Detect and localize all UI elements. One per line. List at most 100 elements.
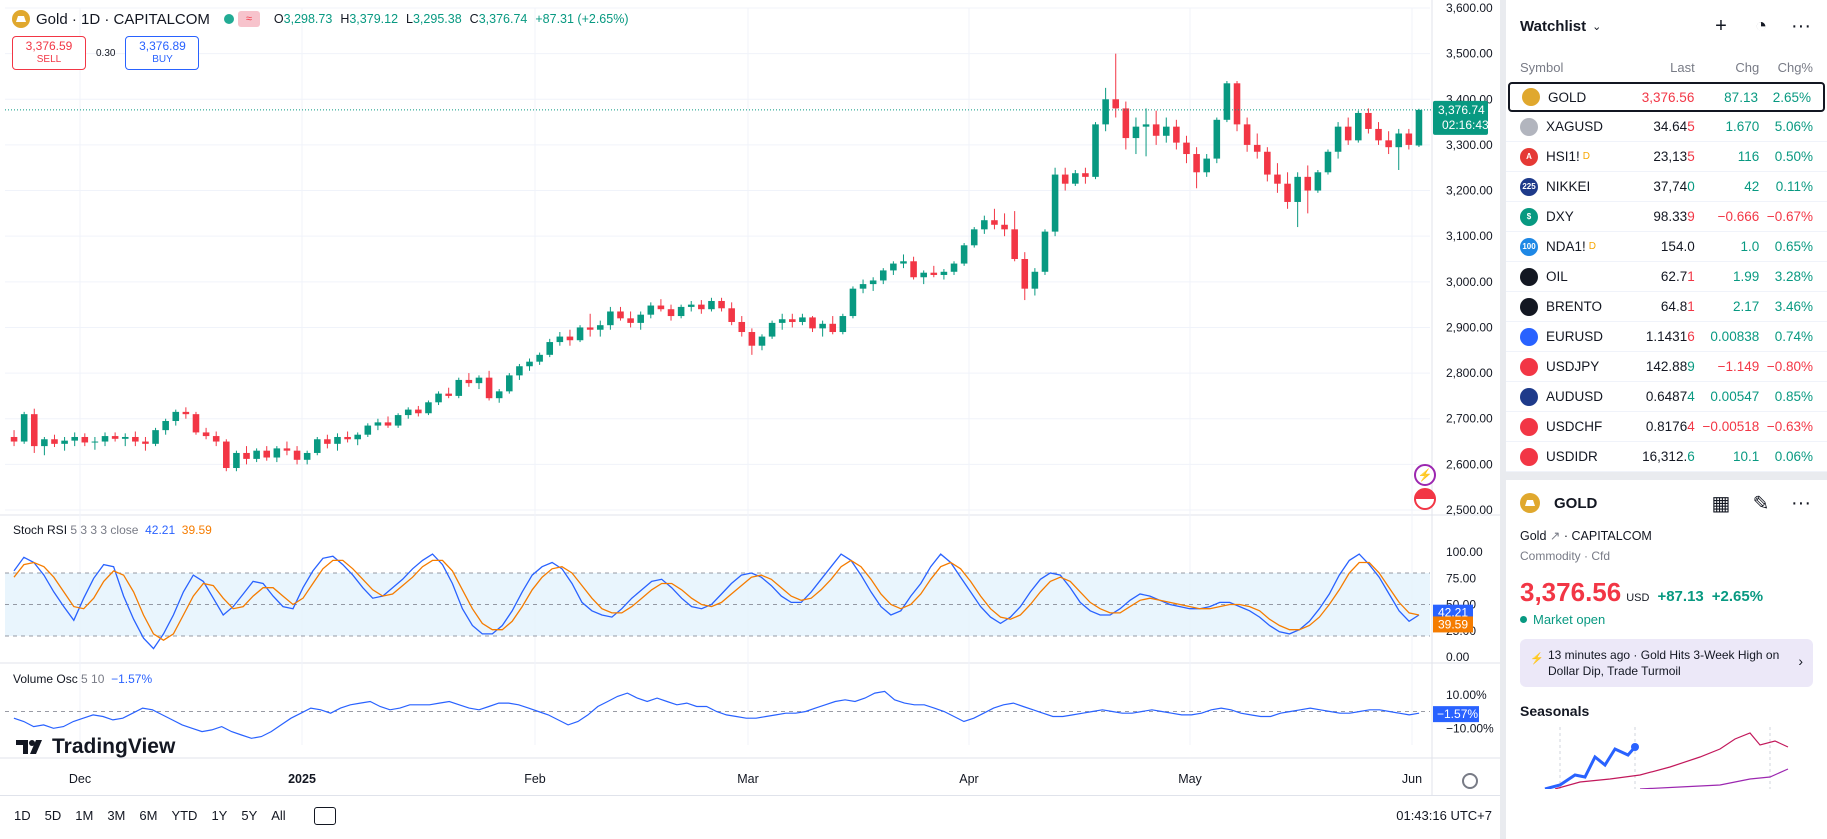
- details-category: Commodity · Cfd: [1520, 549, 1611, 563]
- chevron-down-icon[interactable]: ⌄: [1592, 20, 1602, 33]
- candle-body: [253, 450, 260, 459]
- candle: [71, 432, 78, 447]
- more-options-icon[interactable]: ···: [1791, 491, 1811, 514]
- candle-body: [425, 402, 432, 414]
- tf-6m[interactable]: 6M: [139, 808, 158, 823]
- tf-3m[interactable]: 3M: [107, 808, 126, 823]
- candle: [940, 269, 948, 280]
- candle-body: [182, 411, 190, 415]
- candle-body: [1142, 124, 1150, 127]
- col-symbol[interactable]: Symbol: [1520, 59, 1564, 75]
- watchlist-row-xagusd[interactable]: XAGUSD 34.645 1.670 5.06%: [1506, 112, 1827, 142]
- stoch-d-badge: [1433, 616, 1473, 633]
- watchlist-row-gold[interactable]: GOLD 3,376.56 87.13 2.65%: [1508, 82, 1825, 112]
- watchlist-row-brento[interactable]: BRENTO 64.81 2.17 3.46%: [1506, 292, 1827, 322]
- candle-body: [162, 421, 169, 431]
- candle: [819, 320, 826, 337]
- buy-button[interactable]: 3,376.89 BUY: [125, 36, 200, 70]
- candle-body: [495, 391, 503, 399]
- candle: [586, 313, 594, 337]
- settings-gear-icon[interactable]: [1462, 773, 1478, 789]
- candle-body: [839, 316, 847, 333]
- details-symbol[interactable]: GOLD: [1554, 494, 1598, 512]
- pie-chart-icon[interactable]: ◔: [1754, 14, 1768, 37]
- candle-body: [1072, 173, 1079, 184]
- candle-body: [273, 448, 281, 458]
- add-symbol-icon[interactable]: +: [1715, 14, 1727, 37]
- candle: [829, 316, 837, 335]
- col-chg-pct[interactable]: Chg%: [1777, 59, 1813, 75]
- price-tick-label: 2,900.00: [1446, 320, 1493, 334]
- candle: [981, 215, 988, 234]
- candle-body: [1213, 119, 1221, 159]
- stoch-tick-label: 100.00: [1446, 545, 1483, 559]
- watchlist-row-usdjpy[interactable]: USDJPY 142.889 −1.149 −0.80%: [1506, 352, 1827, 382]
- us-flag-event-icon[interactable]: [1414, 488, 1436, 510]
- candle-body: [1304, 176, 1312, 191]
- watchlist-title[interactable]: Watchlist: [1520, 17, 1587, 35]
- candle: [758, 334, 766, 351]
- watchlist-row-hsi1[interactable]: A HSI1! D 23,135 116 0.50%: [1506, 142, 1827, 172]
- seasonal-line-prev: [1554, 732, 1789, 790]
- volume-osc-legend[interactable]: Volume Osc 5 10 −1.57%: [13, 672, 153, 686]
- candle-body: [546, 342, 554, 355]
- seasonals-title[interactable]: Seasonals: [1520, 703, 1590, 719]
- stoch-rsi-legend[interactable]: Stoch RSI 5 3 3 3 close 42.21 39.59: [13, 523, 212, 537]
- symbol-logo-icon: 225: [1520, 177, 1538, 196]
- candle-body: [879, 270, 887, 281]
- chart-panel[interactable]: 3,600.00 3,500.00 3,400.00 3,300.00 3,200.00…: [0, 0, 1500, 839]
- candle-body: [677, 306, 685, 317]
- watchlist-row-nda1[interactable]: 100 NDA1! D 154.0 1.0 0.65%: [1506, 232, 1827, 262]
- edit-icon[interactable]: ✎: [1752, 492, 1770, 515]
- clock[interactable]: 01:43:16 UTC+7: [1396, 808, 1492, 823]
- tf-1d[interactable]: 1D: [14, 808, 31, 823]
- compare-range-icon[interactable]: [313, 806, 336, 825]
- candle-body: [657, 305, 665, 310]
- candle: [576, 325, 584, 343]
- tf-all[interactable]: All: [271, 808, 286, 823]
- candle: [1253, 133, 1261, 159]
- symbol-name: USDJPY: [1546, 359, 1600, 374]
- watchlist-row-nikkei[interactable]: 225 NIKKEI 37,740 42 0.11%: [1506, 172, 1827, 202]
- candle: [637, 311, 644, 330]
- lightning-icon[interactable]: ⚡: [1414, 464, 1436, 486]
- candle: [263, 446, 271, 461]
- candle: [1072, 170, 1079, 186]
- watchlist-row-oil[interactable]: OIL 62.71 1.99 3.28%: [1506, 262, 1827, 292]
- watchlist-row-usdchf[interactable]: USDCHF 0.81764 −0.00518 −0.63%: [1506, 412, 1827, 442]
- col-last[interactable]: Last: [1670, 59, 1695, 75]
- seasonal-current-dot: [1631, 743, 1639, 751]
- watchlist-row-dxy[interactable]: $ DXY 98.339 −0.666 −0.67%: [1506, 202, 1827, 232]
- candle-body: [1051, 174, 1059, 232]
- tf-5y[interactable]: 5Y: [241, 808, 258, 823]
- seasonals-chart[interactable]: [1520, 727, 1813, 791]
- tf-1m[interactable]: 1M: [75, 808, 94, 823]
- col-chg[interactable]: Chg: [1735, 59, 1760, 75]
- candle-body: [1324, 151, 1332, 173]
- last-price: 142.889: [1645, 359, 1695, 374]
- delay-flag-icon[interactable]: ≈: [237, 11, 260, 27]
- grid-view-icon[interactable]: ▦: [1711, 492, 1731, 515]
- candle-body: [1223, 83, 1231, 120]
- watchlist-row-eurusd[interactable]: EURUSD 1.14316 0.00838 0.74%: [1506, 322, 1827, 352]
- candle: [910, 256, 917, 280]
- tf-1y[interactable]: 1Y: [211, 808, 228, 823]
- sell-button[interactable]: 3,376.59 SELL: [12, 36, 86, 70]
- candle: [1001, 213, 1008, 237]
- chart-title[interactable]: Gold · 1D · CAPITALCOM: [36, 10, 210, 28]
- watchlist-row-usdidr[interactable]: USDIDR 16,312.6 10.1 0.06%: [1506, 442, 1827, 472]
- candle-body: [1314, 172, 1322, 191]
- candle: [384, 416, 392, 428]
- price-tick-label: 3,000.00: [1446, 275, 1493, 289]
- watchlist-row-audusd[interactable]: AUDUSD 0.64874 0.00547 0.85%: [1506, 382, 1827, 412]
- tf-ytd[interactable]: YTD: [171, 808, 198, 823]
- price-chart[interactable]: 3,600.003,500.003,400.003,300.003,200.00…: [0, 0, 1500, 839]
- candle-body: [1385, 140, 1392, 148]
- external-link-icon[interactable]: ↗: [1549, 529, 1561, 543]
- candle: [667, 304, 675, 321]
- candle: [1011, 211, 1018, 262]
- more-options-icon[interactable]: ···: [1791, 14, 1811, 37]
- news-card[interactable]: ⚡ 13 minutes ago · Gold Hits 3-Week High…: [1520, 639, 1813, 687]
- tf-5d[interactable]: 5D: [44, 808, 62, 823]
